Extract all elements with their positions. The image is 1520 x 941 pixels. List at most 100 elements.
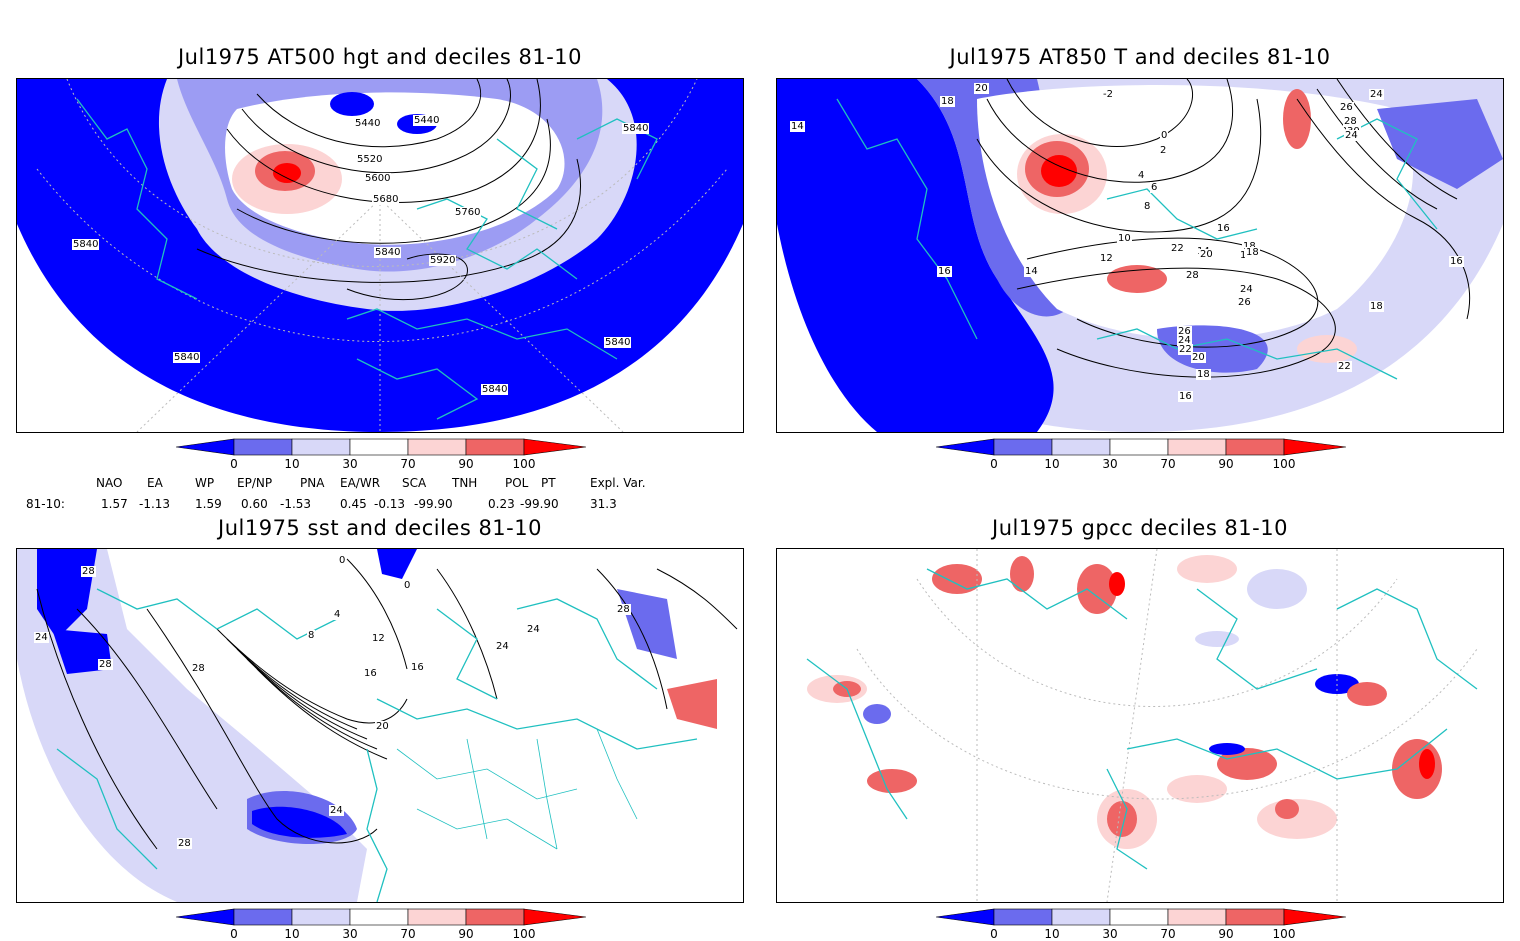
anomaly-mid-blue xyxy=(617,589,677,659)
panel-title-t850: Jul1975 AT850 T and deciles 81-10 xyxy=(949,45,1331,69)
colorbar-tick-label: 100 xyxy=(512,457,536,471)
contour-label: 24 xyxy=(34,632,49,643)
colorbar-tick-label: 70 xyxy=(1160,457,1176,471)
contour-label: 18 xyxy=(1369,301,1384,312)
contour-label: 6 xyxy=(1150,182,1159,193)
contour-label: 24 xyxy=(495,641,510,652)
colorbar-tick-label: 0 xyxy=(990,927,998,941)
contour-label: 26 xyxy=(1339,102,1354,113)
colorbar-tick-label: 10 xyxy=(284,927,300,941)
contour-label: 5600 xyxy=(364,173,392,184)
contour-label: 22 xyxy=(1178,344,1193,355)
contour-label: 8 xyxy=(307,630,316,641)
colorbar-segment xyxy=(936,438,995,456)
coastlines xyxy=(56,588,698,902)
anomaly-mid-red xyxy=(667,679,717,729)
colorbar-segment xyxy=(1167,908,1227,926)
contour-label: 28 xyxy=(177,838,192,849)
contour-label: 5840 xyxy=(72,239,100,250)
colorbar-segment xyxy=(993,438,1053,456)
colorbar-tick-label: 70 xyxy=(1160,927,1176,941)
colorbar-segment xyxy=(291,438,351,456)
map-background xyxy=(777,549,1503,902)
sst-contours xyxy=(36,558,738,850)
colorbar-tick-label: 100 xyxy=(512,927,536,941)
colorbar-segment xyxy=(407,438,467,456)
contour-label: 28 xyxy=(98,659,113,670)
contour-label: 8 xyxy=(1143,201,1152,212)
colorbar-segment xyxy=(349,908,409,926)
colorbar-segment xyxy=(176,908,235,926)
colorbar-segment xyxy=(407,908,467,926)
index-value: 0.60 xyxy=(241,497,268,511)
precip-anomaly-blobs xyxy=(807,555,1442,849)
colorbar-segment xyxy=(1051,908,1111,926)
anomaly-light-red xyxy=(1297,335,1357,363)
contour-label: 18 xyxy=(1245,247,1260,258)
index-value: -0.13 xyxy=(374,497,406,511)
colorbar-tick-label: 100 xyxy=(1272,927,1296,941)
colorbar-gpcc: 0 10 30 70 90 100 xyxy=(936,908,1346,941)
contour-label: 5680 xyxy=(372,194,400,205)
colorbar-tick-label: 90 xyxy=(1218,457,1234,471)
contour-label: 5760 xyxy=(454,207,482,218)
panel-title-sst: Jul1975 sst and deciles 81-10 xyxy=(218,516,542,540)
colorbar-segment xyxy=(993,908,1053,926)
index-header: WP xyxy=(195,476,215,490)
contour-label: 5840 xyxy=(173,352,201,363)
index-header: NAO xyxy=(96,476,123,490)
colorbar-tick-label: 0 xyxy=(990,457,998,471)
contour-label: 24 xyxy=(1369,89,1384,100)
index-header: SCA xyxy=(402,476,427,490)
index-value: -99.90 xyxy=(414,497,453,511)
anomaly-strong-blue xyxy=(52,629,112,674)
contour-label: 4 xyxy=(333,609,342,620)
contour-label: 0 xyxy=(338,555,347,566)
contour-label: 22 xyxy=(1170,243,1185,254)
contour-label: 16 xyxy=(1178,391,1193,402)
colorbar-segment xyxy=(1051,438,1111,456)
anomaly-strong-blue xyxy=(252,806,347,838)
anomaly-blue-blob xyxy=(330,92,374,116)
borders xyxy=(396,728,638,850)
contour-label: 24 xyxy=(1177,335,1192,346)
colorbar-segment xyxy=(523,438,586,456)
colorbar-svg xyxy=(936,438,1346,456)
index-row-label: 81-10: xyxy=(26,497,65,511)
colorbar-segment xyxy=(291,908,351,926)
coastlines xyxy=(806,568,1478,870)
contour-label: 5840 xyxy=(374,247,402,258)
colorbar-segment xyxy=(1283,438,1346,456)
colorbar-tick-label: 10 xyxy=(284,457,300,471)
anomaly-strong-blue xyxy=(377,549,417,579)
colorbar-segment xyxy=(176,438,235,456)
colorbar-sst: 0 10 30 70 90 100 xyxy=(176,908,586,941)
contour-label: 5920 xyxy=(429,255,457,266)
colorbar-svg xyxy=(176,438,586,456)
colorbar-segment xyxy=(233,438,293,456)
colorbar-hgt500: 0 10 30 70 90 100 xyxy=(176,438,586,478)
contour-label: 14 xyxy=(790,121,805,132)
map-panel-gpcc xyxy=(776,548,1504,903)
index-value: 1.59 xyxy=(195,497,222,511)
colorbar-segment xyxy=(465,908,525,926)
colorbar-svg xyxy=(176,908,586,926)
colorbar-segment xyxy=(523,908,586,926)
index-value: 0.45 xyxy=(340,497,367,511)
contour-label: 5520 xyxy=(356,154,384,165)
contour-label: 16 xyxy=(1449,256,1464,267)
colorbar-tick-label: 90 xyxy=(458,927,474,941)
colorbar-segment xyxy=(936,908,995,926)
index-header: EP/NP xyxy=(237,476,273,490)
contour-label: 4 xyxy=(1137,170,1146,181)
index-header: POL xyxy=(505,476,529,490)
colorbar-segment xyxy=(1167,438,1227,456)
contour-label: 24 xyxy=(1239,284,1254,295)
contour-label: 16 xyxy=(1216,223,1231,234)
contour-label: 24 xyxy=(1344,130,1359,141)
colorbar-tick-label: 90 xyxy=(458,457,474,471)
colorbar-segment xyxy=(1225,908,1285,926)
temperature-contours xyxy=(976,79,1471,378)
height-contours xyxy=(196,79,581,301)
index-value: 0.23 xyxy=(488,497,515,511)
